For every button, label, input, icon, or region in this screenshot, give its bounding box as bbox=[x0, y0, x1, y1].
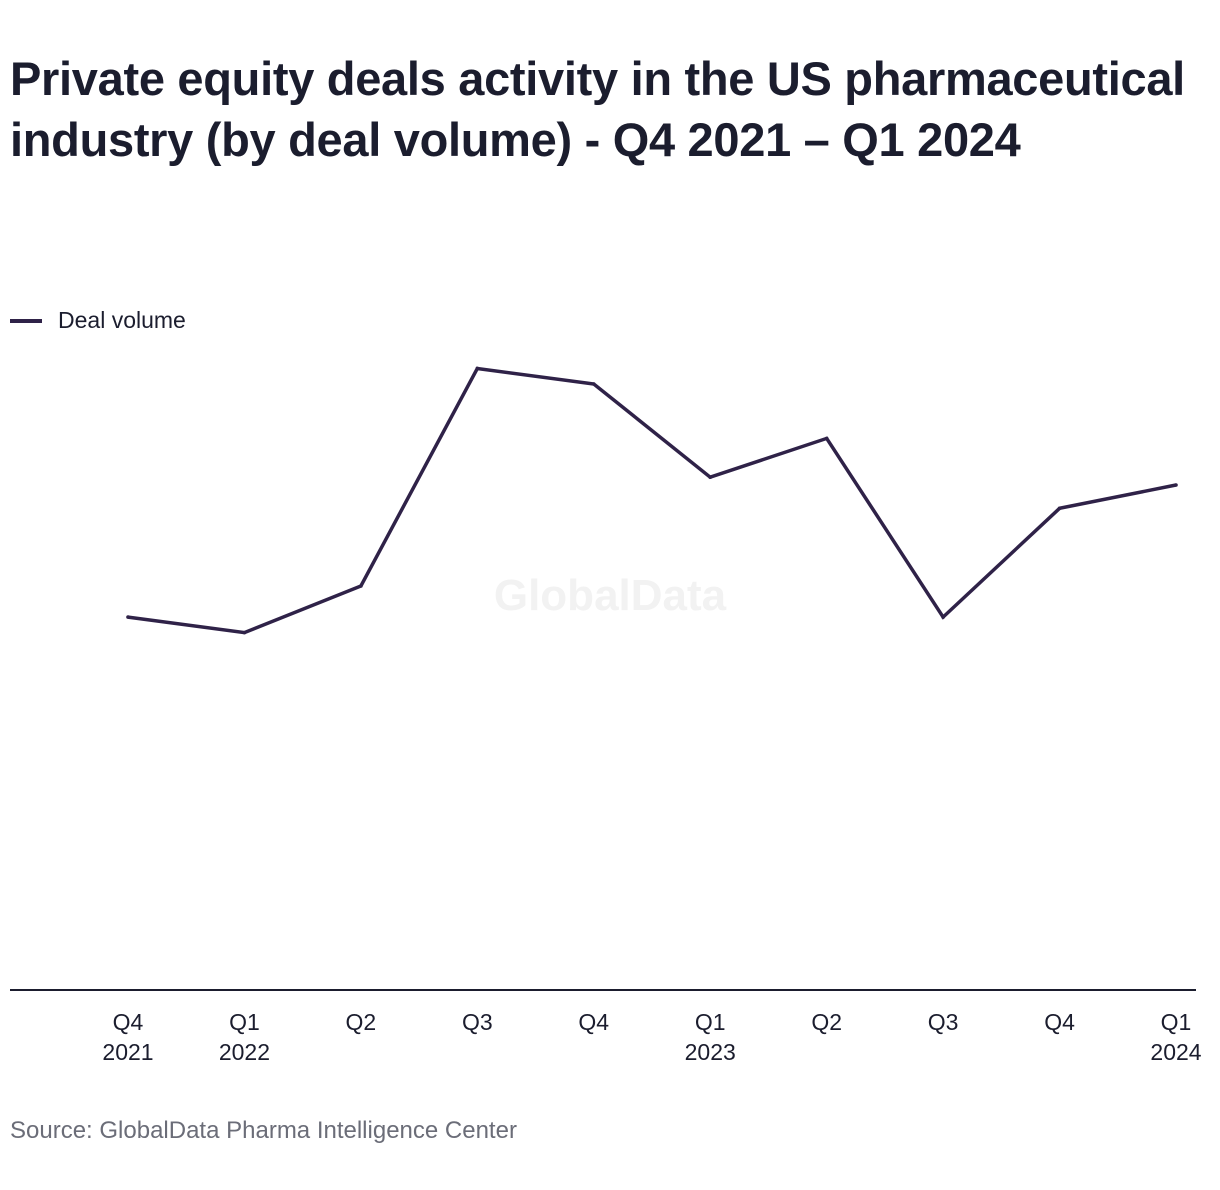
x-tick-label-quarter: Q1 bbox=[229, 1009, 260, 1035]
data-point bbox=[475, 366, 480, 371]
data-point bbox=[824, 436, 829, 441]
x-tick-label-quarter: Q1 bbox=[1161, 1009, 1192, 1035]
x-tick-label-quarter: Q4 bbox=[578, 1009, 609, 1035]
data-point bbox=[242, 630, 247, 635]
watermark: GlobalData bbox=[494, 571, 727, 620]
data-point bbox=[1057, 506, 1062, 511]
x-tick-label-quarter: Q1 bbox=[695, 1009, 726, 1035]
data-point bbox=[591, 382, 596, 386]
legend: Deal volume bbox=[10, 307, 186, 334]
data-point bbox=[708, 475, 713, 480]
x-tick-label-quarter: Q3 bbox=[462, 1009, 493, 1035]
x-tick-label-quarter: Q4 bbox=[113, 1009, 144, 1035]
x-tick-label-quarter: Q2 bbox=[346, 1009, 377, 1035]
x-tick-label-year: 2023 bbox=[685, 1039, 736, 1065]
data-points bbox=[126, 366, 1178, 635]
data-point bbox=[359, 584, 363, 588]
x-tick-label-year: 2022 bbox=[219, 1039, 270, 1065]
data-point bbox=[126, 615, 130, 619]
x-axis-ticks: Q4 2021 Q1 2022 Q2 Q3 Q4 Q1 2023 Q2 Q3 Q4 Q1 2024 bbox=[102, 1009, 1201, 1065]
data-point bbox=[1174, 483, 1178, 487]
x-tick-label-quarter: Q4 bbox=[1044, 1009, 1075, 1035]
x-tick-label-year: 2024 bbox=[1150, 1039, 1201, 1065]
x-tick-label-year: 2021 bbox=[102, 1039, 153, 1065]
source-note: Source: GlobalData Pharma Intelligence C… bbox=[10, 1117, 517, 1144]
series-line-deal-volume bbox=[127, 366, 1177, 635]
chart-title: Private equity deals activity in the US … bbox=[10, 52, 1185, 166]
x-tick-label-quarter: Q3 bbox=[928, 1009, 959, 1035]
data-point bbox=[941, 615, 945, 619]
x-tick-label-quarter: Q2 bbox=[811, 1009, 842, 1035]
legend-label: Deal volume bbox=[58, 307, 186, 333]
legend-swatch bbox=[10, 318, 42, 323]
